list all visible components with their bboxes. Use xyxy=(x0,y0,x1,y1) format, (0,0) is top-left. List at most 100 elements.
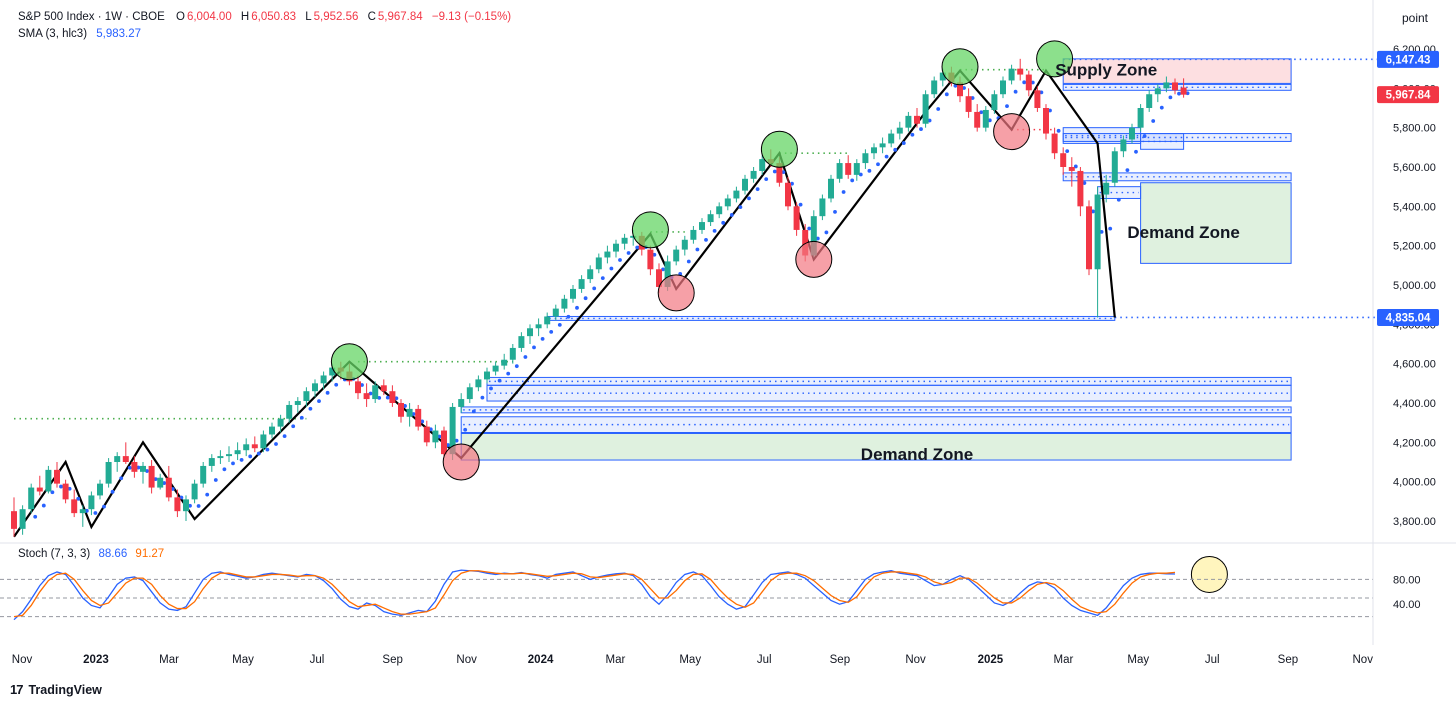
candle-body xyxy=(991,94,998,110)
price-unit-button[interactable]: point xyxy=(1382,7,1448,29)
sma-dot xyxy=(1185,91,1190,96)
sma-dot xyxy=(635,245,640,250)
candle-body xyxy=(716,206,723,215)
price-tick-label: 4,000.00 xyxy=(1393,477,1436,489)
candle xyxy=(879,137,886,154)
sma-dot xyxy=(213,478,218,482)
swing-high-circle xyxy=(1036,40,1074,78)
sma-dot xyxy=(858,172,863,177)
price-tick-label: 5,400.00 xyxy=(1393,201,1436,213)
price-marker-box xyxy=(1377,86,1439,104)
sma-dot xyxy=(755,187,760,192)
sma-dot xyxy=(790,181,794,186)
candle xyxy=(148,460,155,494)
candle xyxy=(1180,78,1187,98)
sma-dot xyxy=(265,447,270,452)
time-tick-label: 2025 xyxy=(978,654,1004,666)
sma-dot xyxy=(867,168,872,173)
sma-dot xyxy=(936,107,941,111)
sma-dot xyxy=(222,467,227,472)
price-marker-box xyxy=(1377,308,1439,326)
sma-dot xyxy=(471,409,476,414)
sma-dot xyxy=(428,427,433,432)
time-tick-label: May xyxy=(679,654,701,666)
candle-body xyxy=(621,237,628,244)
candle-body xyxy=(1137,108,1144,128)
sma-dot xyxy=(282,434,287,438)
zone-label: Demand Zone xyxy=(1127,223,1239,242)
time-tick-label: May xyxy=(1127,654,1149,666)
price-marker-text: 5,967.84 xyxy=(1386,90,1431,102)
candle xyxy=(243,438,250,457)
sma-dot xyxy=(119,476,124,481)
sma-dot xyxy=(962,86,966,90)
candle-body xyxy=(466,387,473,400)
candle xyxy=(174,489,181,518)
candle-body xyxy=(750,170,757,179)
swing-low-circle xyxy=(657,274,695,312)
candle-body xyxy=(1163,82,1170,89)
sma-dot xyxy=(987,118,992,123)
candle-body xyxy=(509,347,516,360)
candle-body xyxy=(1129,127,1135,140)
candle-body xyxy=(853,163,860,175)
candle xyxy=(673,245,680,266)
candle xyxy=(191,479,198,504)
candle-body xyxy=(810,216,817,256)
candle xyxy=(277,414,284,433)
candle-body xyxy=(587,269,594,280)
price-tick-label: 4,600.00 xyxy=(1393,359,1436,371)
stoch-label: Stoch (7, 3, 3) xyxy=(18,548,91,560)
sma-dot xyxy=(661,267,665,272)
candle xyxy=(11,497,17,537)
candle-body xyxy=(785,182,791,207)
candle-body xyxy=(501,359,508,366)
swing-low-circle xyxy=(442,443,480,481)
time-tick-label: Sep xyxy=(382,654,402,666)
sma-dot xyxy=(368,391,373,396)
close-val: 5,967.84 xyxy=(377,11,423,23)
candle xyxy=(896,121,903,140)
sma-dot xyxy=(884,154,889,159)
candle xyxy=(432,424,439,449)
candle xyxy=(561,294,568,313)
price-axis-marker: 4,835.04 xyxy=(1377,308,1439,326)
candle-body xyxy=(183,499,189,512)
candle-body xyxy=(191,483,198,500)
candle-body xyxy=(552,308,559,317)
candle-body xyxy=(71,499,78,514)
candle-body xyxy=(793,206,800,230)
sma-dot xyxy=(575,305,579,310)
sma-dot xyxy=(170,487,175,491)
sma-dot xyxy=(291,424,296,429)
sma-dot xyxy=(721,220,726,225)
candle-body xyxy=(613,243,619,252)
candle-body xyxy=(690,229,697,240)
candle xyxy=(140,462,146,484)
candle xyxy=(372,381,379,403)
sma-dot xyxy=(738,205,743,209)
sma-dot xyxy=(145,469,149,473)
candle-body xyxy=(217,456,224,459)
candle-body xyxy=(1086,206,1092,270)
candle xyxy=(441,426,447,459)
sma-dot xyxy=(549,329,554,334)
candle xyxy=(157,473,164,490)
time-tick-label: Jul xyxy=(310,654,325,666)
candle-body xyxy=(879,143,886,148)
sma-dot xyxy=(592,286,597,291)
stoch-d-line xyxy=(13,570,1176,618)
sma-dot xyxy=(420,419,425,424)
candle-body xyxy=(105,462,112,484)
sma-dot xyxy=(127,465,132,470)
base-zone xyxy=(486,376,1292,386)
candle-body xyxy=(88,495,95,510)
candle-body xyxy=(630,235,637,238)
candle xyxy=(1000,76,1006,99)
sma-dot xyxy=(618,258,622,262)
candle xyxy=(819,194,826,221)
tradingview-brand[interactable]: 17 TradingView xyxy=(10,682,102,697)
open-val: 6,004.00 xyxy=(186,11,232,23)
sma-dot xyxy=(557,322,562,327)
candle xyxy=(699,218,705,234)
